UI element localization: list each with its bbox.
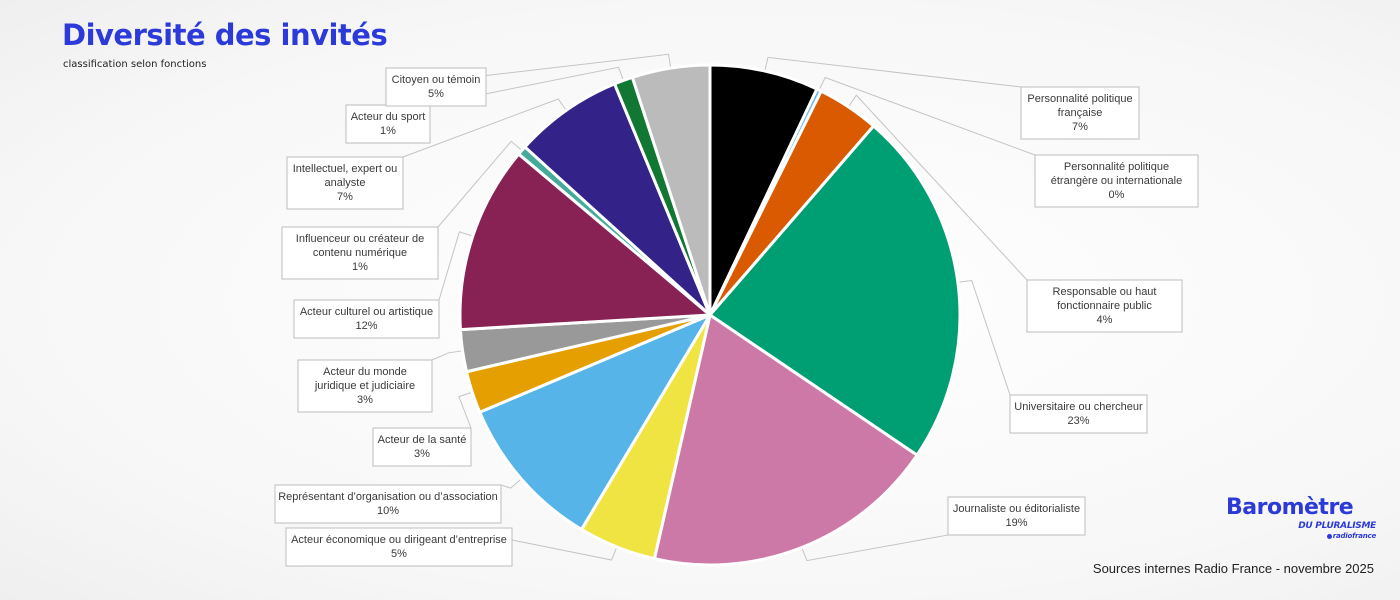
pie-slices [458,63,962,567]
slice-label: Citoyen ou témoin 5% [385,67,487,107]
slice-labels: Personnalité politiquefrançaise7%Personn… [274,67,1199,567]
pie-slice [708,124,962,457]
slice-label: Influenceur ou créateur de contenu numéri… [281,226,439,280]
slice-label-text: Universitaire ou chercheur [1014,401,1143,413]
logo-brand: radiofrance [1326,532,1376,540]
slice-label-box [385,67,487,107]
slice-label-text: contenu numérique [313,247,407,259]
slice-label-value: 23% [1067,415,1089,427]
slice-label-text: Acteur économique ou dirigeant d’entrepr… [291,534,507,546]
slice-label-text: Personnalité politique [1027,93,1132,105]
slice-label-value: 0% [1109,189,1125,201]
slice-label-text: juridique et judiciaire [314,380,415,392]
slice-label: Acteur culturel ou artistique 12% [293,299,440,339]
slice-label-text: Acteur de la santé [378,434,467,446]
slice-label-text: fonctionnaire public [1057,300,1152,312]
pie-slice [652,313,919,567]
slice-label-text: analyste [325,177,366,189]
slice-label-value: 3% [414,448,430,460]
slice-label: Personnalité politique étrangère ou inter… [1034,154,1199,208]
slice-label: Acteur économique ou dirigeant d’entrepr… [285,527,513,567]
slice-label-text: Acteur du sport [351,111,426,123]
slice-label-value: 1% [352,261,368,273]
pie-slice [708,63,819,317]
logo-word: Baromètre [1226,495,1354,520]
pie-slice [458,152,712,332]
leader-line [511,539,621,561]
slice-label: Représentant d’organisation ou d’associa… [274,484,502,524]
slice-label-value: 19% [1005,517,1027,529]
slice-label-box [947,496,1086,536]
slice-label-value: 1% [380,125,396,137]
slice-label-text: Acteur culturel ou artistique [300,306,433,318]
slice-label-value: 3% [357,394,373,406]
slice-label-text: Influenceur ou créateur de [296,233,424,245]
slice-label-value: 7% [337,191,353,203]
slice-label: Intellectuel, expert ou analyste 7% [286,156,404,210]
slice-label-value: 7% [1072,121,1088,133]
slice-label-box [1020,86,1140,140]
slice-label: Responsable ou haut fonctionnaire public 4… [1026,279,1183,333]
slice-label-text: Citoyen ou témoin [392,74,481,86]
slice-label: Universitaire ou chercheur 23% [1009,394,1148,434]
slice-label-box [372,427,472,467]
slice-label-text: française [1058,107,1103,119]
slice-label: Journaliste ou éditorialiste 19% [947,496,1086,536]
slice-label-text: Représentant d’organisation ou d’associa… [278,491,498,503]
slice-label-box [1026,279,1183,333]
slice-label-box [286,156,404,210]
pie-slice [523,82,712,317]
slice-label-text: Intellectuel, expert ou [293,163,398,175]
chart-title: Diversité des invités [62,18,388,52]
logo-brand-text: radiofrance [1332,532,1376,540]
slice-label-value: 5% [391,548,407,560]
slice-label-value: 10% [377,505,399,517]
slice-label: Personnalité politique française 7% [1020,86,1140,140]
slice-label-box [297,359,433,413]
logo-subtitle: DU PLURALISME [1298,521,1376,531]
slice-label-box [1034,154,1199,208]
radiofrance-icon [1326,533,1332,539]
pie-slice [630,63,712,317]
slice-label-text: Acteur du monde [323,366,407,378]
slice-label-text: Personnalité politique [1064,161,1169,173]
slice-label-box [285,527,513,567]
barometre-logo: Baromètre DU PLURALISME radiofrance [1226,494,1376,544]
slice-label: Acteur du monde juridique et judiciaire 3% [297,359,433,413]
slice-label-text: Journaliste ou éditorialiste [953,503,1080,515]
pie-slice [478,313,712,531]
slice-label-text: Responsable ou haut [1053,286,1157,298]
slice-label-box [293,299,440,339]
chart-subtitle: classification selon fonctions [63,59,207,70]
slice-label-value: 4% [1097,314,1113,326]
slice-label-box [345,104,431,144]
source-note: Sources internes Radio France - novembre… [1092,561,1374,576]
slice-label-value: 5% [428,88,444,100]
slice-label-box [274,484,502,524]
slice-label: Acteur de la santé 3% [372,427,472,467]
slice-label: Acteur du sport 1% [345,104,431,144]
slice-label-value: 12% [355,320,377,332]
slice-label-box [281,226,439,280]
slice-label-text: étrangère ou internationale [1051,175,1182,187]
slice-label-box [1009,394,1148,434]
